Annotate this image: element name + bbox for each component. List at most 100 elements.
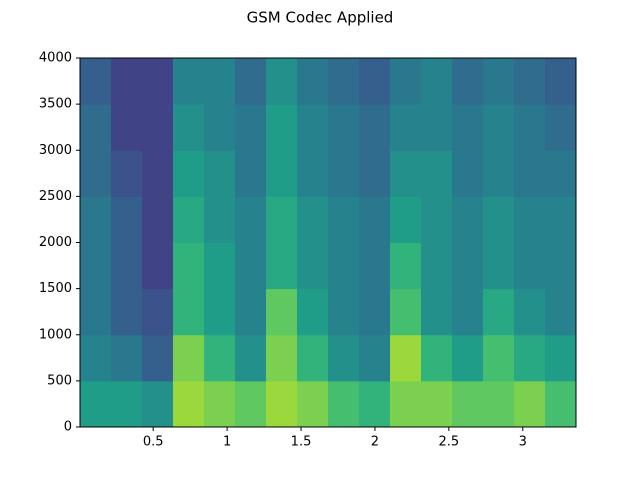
heatmap-cell bbox=[328, 104, 360, 151]
heatmap-cell bbox=[173, 288, 205, 336]
heatmap-cell bbox=[142, 242, 174, 290]
heatmap-cell bbox=[483, 58, 515, 105]
heatmap-cell bbox=[297, 380, 329, 428]
heatmap-cell bbox=[514, 150, 546, 197]
heatmap-cell bbox=[545, 58, 577, 105]
heatmap-cell bbox=[545, 242, 577, 290]
heatmap-cell bbox=[235, 242, 267, 290]
heatmap-cell bbox=[452, 380, 484, 428]
heatmap-cell bbox=[359, 150, 391, 197]
heatmap-cell bbox=[111, 242, 143, 290]
heatmap-cell bbox=[266, 334, 298, 382]
heatmap-cell bbox=[204, 288, 236, 336]
heatmap-cell bbox=[173, 196, 205, 243]
heatmap-cell bbox=[421, 150, 453, 197]
heatmap-cell bbox=[80, 380, 112, 428]
x-tick-label: 0.5 bbox=[143, 435, 164, 450]
heatmap-cell bbox=[483, 196, 515, 243]
heatmap-cell bbox=[483, 242, 515, 290]
heatmap-cell bbox=[390, 288, 422, 336]
heatmap-cell bbox=[390, 334, 422, 382]
heatmap-cell bbox=[359, 334, 391, 382]
heatmap-cell bbox=[452, 58, 484, 105]
heatmap-cell bbox=[545, 380, 577, 428]
heatmap-cell bbox=[514, 104, 546, 151]
heatmap-cell bbox=[545, 150, 577, 197]
heatmap-cell bbox=[266, 288, 298, 336]
heatmap-cell bbox=[111, 104, 143, 151]
heatmap-cell bbox=[266, 196, 298, 243]
heatmap-cell bbox=[235, 380, 267, 428]
heatmap-cell bbox=[235, 58, 267, 105]
heatmap-cell bbox=[235, 104, 267, 151]
heatmap-cell bbox=[80, 288, 112, 336]
heatmap-cell bbox=[80, 242, 112, 290]
heatmap-cell bbox=[514, 196, 546, 243]
x-tick-label: 2 bbox=[371, 435, 379, 450]
chart-title: GSM Codec Applied bbox=[247, 9, 394, 27]
heatmap-cell bbox=[514, 242, 546, 290]
heatmap-cell bbox=[204, 242, 236, 290]
heatmap-cell bbox=[452, 288, 484, 336]
heatmap-cell bbox=[204, 150, 236, 197]
x-tick-label: 1 bbox=[223, 435, 231, 450]
heatmap-cell bbox=[328, 380, 360, 428]
heatmap-cell bbox=[328, 58, 360, 105]
heatmap-cell bbox=[421, 104, 453, 151]
heatmap-cell bbox=[452, 150, 484, 197]
heatmap-cell bbox=[421, 58, 453, 105]
heatmap-cell bbox=[359, 380, 391, 428]
heatmap-cell bbox=[545, 104, 577, 151]
heatmap-cell bbox=[204, 58, 236, 105]
heatmap-cell bbox=[80, 150, 112, 197]
heatmap-cell bbox=[545, 196, 577, 243]
heatmap-cell bbox=[452, 334, 484, 382]
heatmap-cell bbox=[514, 288, 546, 336]
heatmap-cell bbox=[421, 334, 453, 382]
heatmap-cell bbox=[235, 288, 267, 336]
heatmap-cell bbox=[142, 334, 174, 382]
heatmap-cell bbox=[359, 58, 391, 105]
heatmap-cell bbox=[297, 288, 329, 336]
heatmap-cell bbox=[142, 58, 174, 105]
heatmap-cell bbox=[514, 58, 546, 105]
heatmap-cell bbox=[390, 104, 422, 151]
y-tick-label: 3000 bbox=[39, 143, 72, 158]
heatmap-cell bbox=[359, 242, 391, 290]
heatmap-cell bbox=[204, 104, 236, 151]
heatmap-cell bbox=[483, 150, 515, 197]
heatmap-cell bbox=[514, 334, 546, 382]
heatmap-cell bbox=[390, 196, 422, 243]
heatmap-cell bbox=[452, 104, 484, 151]
heatmap-cell bbox=[111, 196, 143, 243]
heatmap-cell bbox=[483, 380, 515, 428]
heatmap-cell bbox=[111, 150, 143, 197]
heatmap-cell bbox=[173, 150, 205, 197]
y-tick-label: 2500 bbox=[39, 189, 72, 204]
heatmap-cell bbox=[390, 58, 422, 105]
heatmap-cell bbox=[328, 196, 360, 243]
heatmap-cell bbox=[514, 380, 546, 428]
heatmap-cell bbox=[266, 150, 298, 197]
heatmap-cell bbox=[111, 58, 143, 105]
heatmap-cell bbox=[297, 196, 329, 243]
heatmap-cell bbox=[390, 150, 422, 197]
heatmap-cell bbox=[235, 196, 267, 243]
heatmap-cell bbox=[204, 380, 236, 428]
heatmap-cell bbox=[483, 288, 515, 336]
x-tick-label: 2.5 bbox=[439, 435, 460, 450]
y-tick-label: 0 bbox=[64, 420, 72, 435]
heatmap-cell bbox=[204, 196, 236, 243]
y-tick-label: 1000 bbox=[39, 327, 72, 342]
heatmap-cell bbox=[359, 104, 391, 151]
heatmap-cell bbox=[483, 104, 515, 151]
heatmap-cell bbox=[111, 380, 143, 428]
heatmap-cell bbox=[452, 196, 484, 243]
heatmap-cell bbox=[173, 242, 205, 290]
heatmap-cell bbox=[297, 242, 329, 290]
heatmap bbox=[80, 58, 577, 428]
heatmap-cell bbox=[359, 288, 391, 336]
heatmap-cell bbox=[483, 334, 515, 382]
heatmap-cell bbox=[421, 288, 453, 336]
heatmap-cell bbox=[173, 104, 205, 151]
